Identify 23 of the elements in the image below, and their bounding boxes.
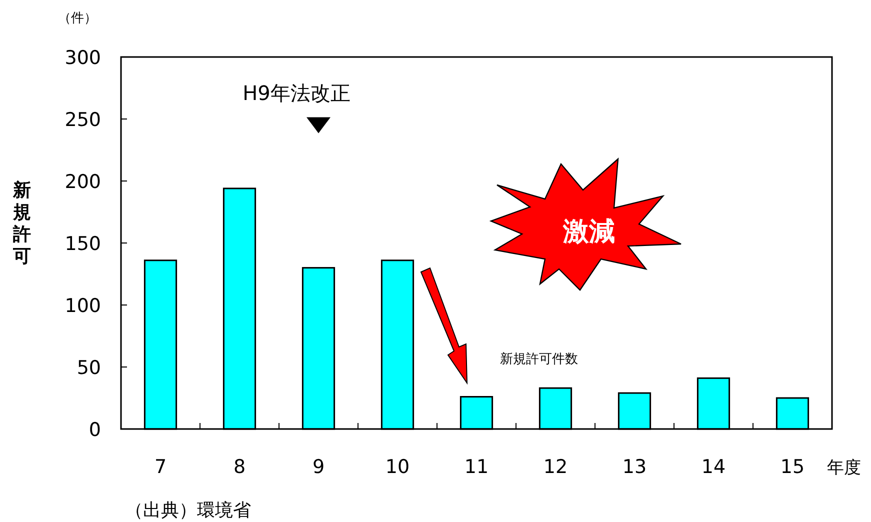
x-tick-label: 13 — [622, 456, 647, 478]
x-tick-label: 9 — [312, 456, 325, 478]
annotation: 新規許可件数 — [500, 352, 578, 367]
x-tick-label: 15 — [780, 456, 805, 478]
y-axis-title: 新規許可 — [12, 180, 31, 267]
x-tick-label: 7 — [154, 456, 167, 478]
y-tick-label: 50 — [76, 357, 101, 379]
y-tick-label: 100 — [64, 295, 101, 317]
y-tick-label: 150 — [64, 233, 101, 255]
y-tick-label: 200 — [64, 171, 101, 193]
x-tick-label: 12 — [543, 456, 568, 478]
y-tick-label: 0 — [88, 419, 101, 441]
text: （出典）環境省 — [125, 500, 251, 521]
annotation: 激減 — [562, 217, 615, 247]
x-tick-label: 8 — [233, 456, 246, 478]
x-tick-label: 10 — [385, 456, 410, 478]
x-tick-label: 14 — [701, 456, 726, 478]
annotation: H9年法改正 — [242, 81, 350, 106]
x-axis-title: 年度 — [827, 458, 861, 478]
text: （件） — [58, 11, 97, 26]
y-tick-label: 250 — [64, 109, 101, 131]
x-tick-label: 11 — [464, 456, 489, 478]
y-tick-label: 300 — [64, 47, 101, 69]
